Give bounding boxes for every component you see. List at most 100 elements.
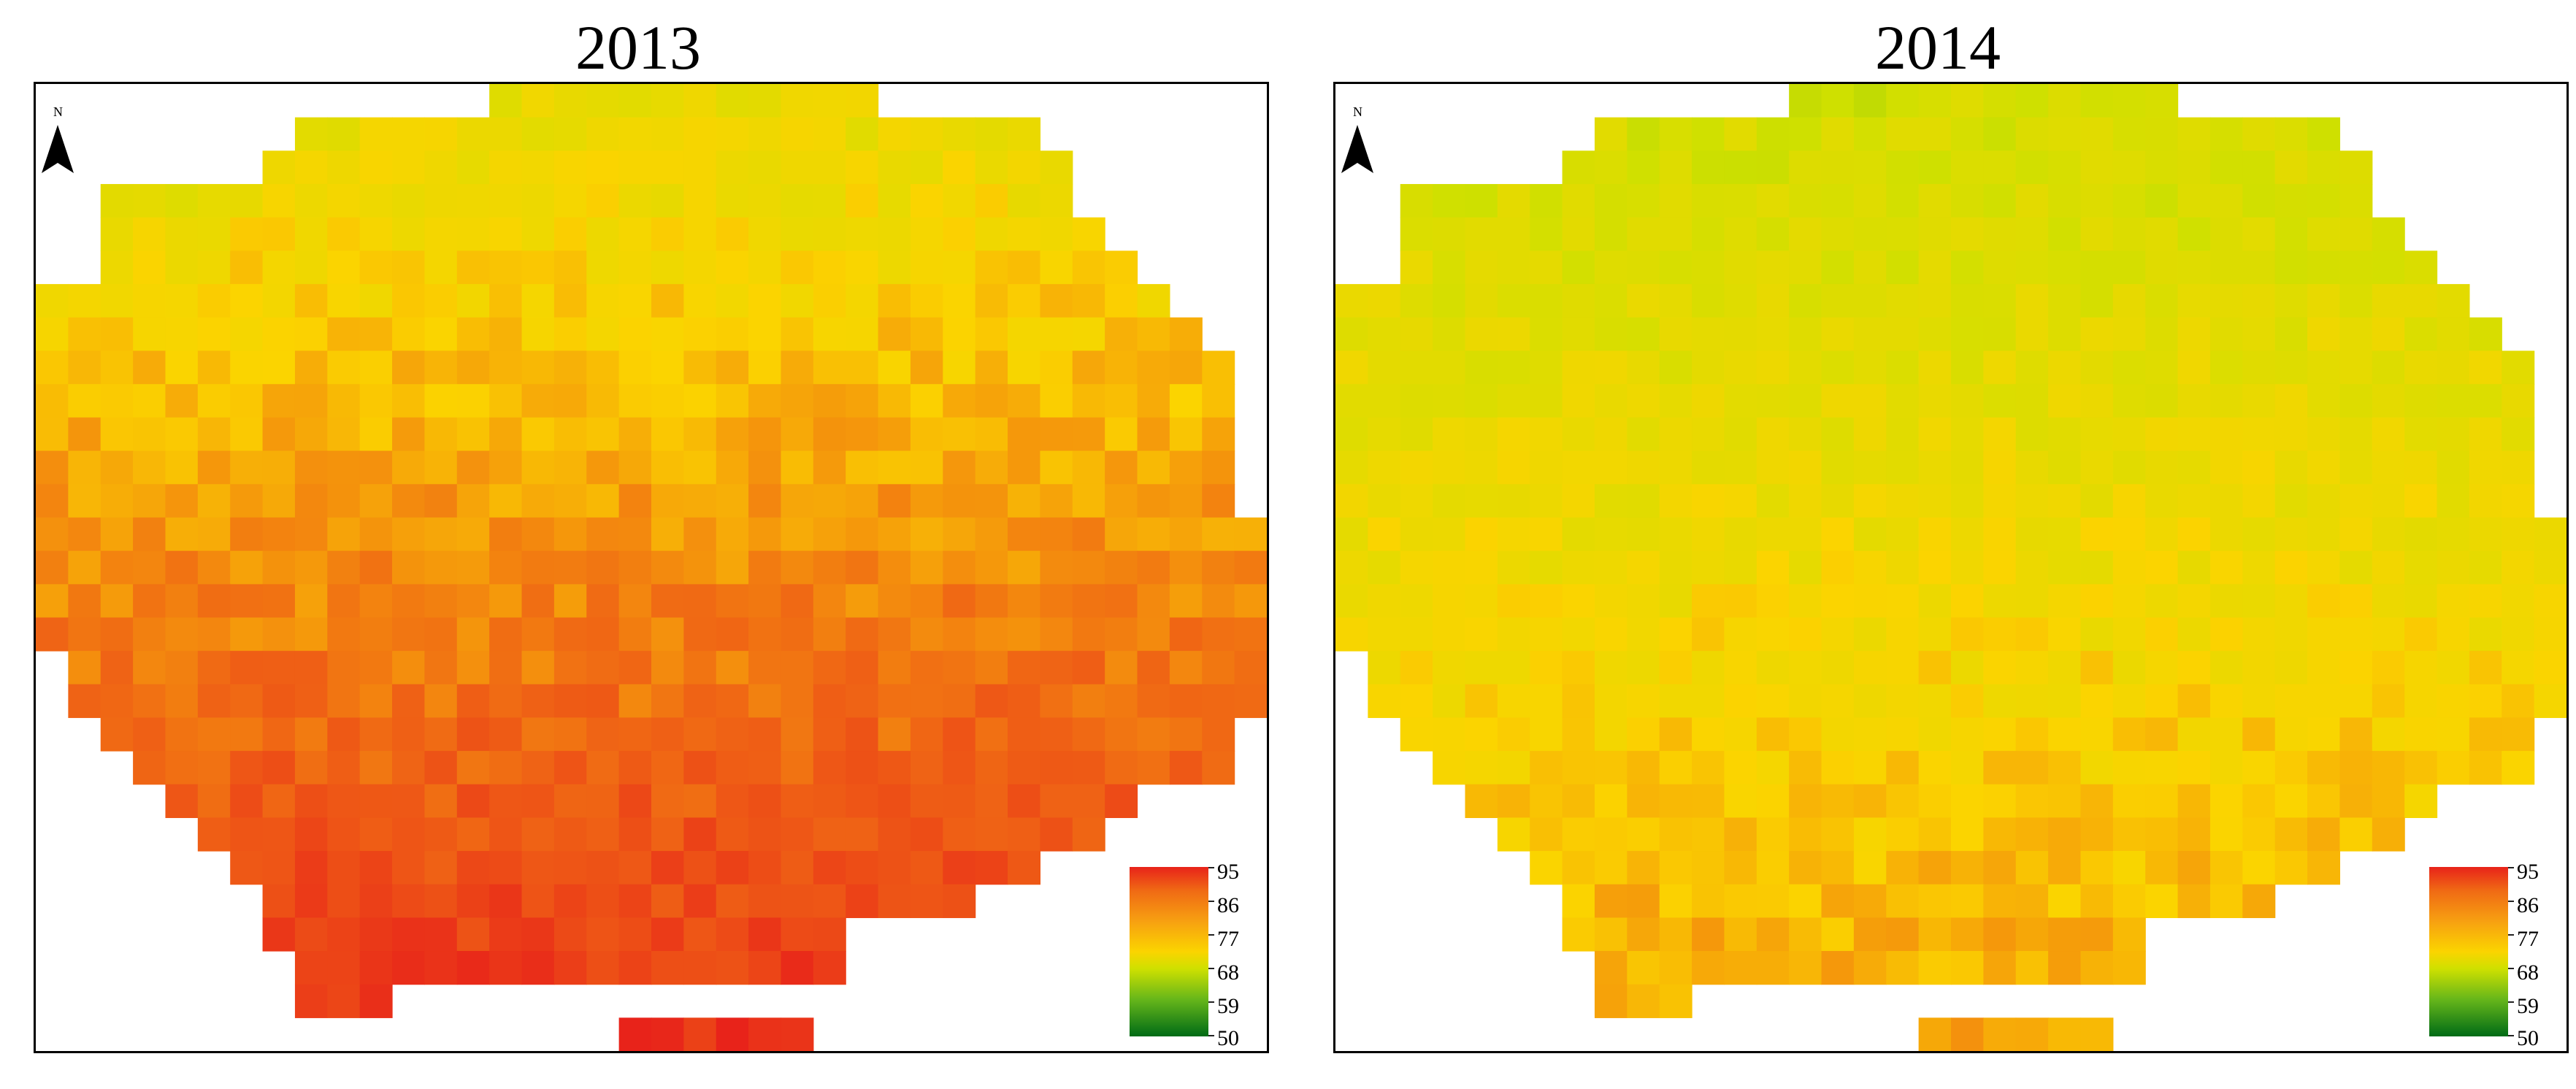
raster-cell <box>2534 551 2567 585</box>
raster-cell <box>1008 851 1041 885</box>
raster-cell <box>975 817 1008 852</box>
raster-cell <box>2209 451 2243 485</box>
raster-cell <box>2145 283 2179 318</box>
raster-cell <box>1072 684 1105 719</box>
raster-cell <box>197 584 231 619</box>
raster-cell <box>1008 751 1041 785</box>
raster-cell <box>618 717 652 752</box>
raster-cell <box>2080 484 2114 519</box>
raster-cell <box>943 851 976 885</box>
raster-cell <box>748 551 782 585</box>
raster-cell <box>2339 417 2373 451</box>
raster-cell <box>262 217 296 251</box>
raster-cell <box>1169 451 1203 485</box>
raster-cell <box>1853 217 1887 251</box>
raster-cell <box>1821 183 1855 218</box>
raster-cell <box>1692 917 1725 952</box>
raster-cell <box>2177 884 2211 918</box>
raster-cell <box>2404 751 2438 785</box>
raster-cell <box>1137 651 1170 685</box>
raster-cell <box>2534 651 2567 685</box>
raster-cell <box>1433 251 1466 285</box>
raster-cell <box>683 417 717 451</box>
raster-cell <box>2274 484 2308 519</box>
raster-cell <box>1040 251 1073 285</box>
raster-cell <box>2469 584 2502 619</box>
raster-cell <box>1040 317 1073 351</box>
raster-cell <box>1918 351 1952 385</box>
raster-cell <box>813 717 846 752</box>
raster-cell <box>618 784 652 819</box>
raster-cell <box>1040 517 1073 551</box>
raster-cell <box>1562 383 1595 419</box>
legend-label-max: 95 <box>1217 860 1239 884</box>
raster-cell <box>2112 283 2146 318</box>
raster-cell <box>392 150 426 185</box>
raster-cell <box>230 517 264 551</box>
raster-cell <box>748 484 782 519</box>
raster-cell <box>327 217 361 251</box>
raster-cell <box>327 417 361 451</box>
legend-label: 86 <box>1217 893 1239 917</box>
raster-cell <box>262 451 296 485</box>
raster-cell <box>2177 684 2211 719</box>
raster-cell <box>1983 784 2017 819</box>
raster-cell <box>456 717 490 752</box>
raster-cell <box>197 617 231 652</box>
raster-cell <box>2080 551 2114 585</box>
raster-cell <box>1756 117 1790 151</box>
raster-cell <box>1040 751 1073 785</box>
raster-cell <box>1724 684 1757 719</box>
raster-cell <box>553 851 587 885</box>
raster-cell <box>1433 617 1466 652</box>
raster-cell <box>781 784 814 819</box>
raster-cell <box>2242 251 2276 285</box>
raster-cell <box>2145 351 2179 385</box>
raster-cell <box>1659 484 1693 519</box>
raster-cell <box>165 684 199 719</box>
raster-cell <box>1853 817 1887 852</box>
raster-cell <box>1627 484 1660 519</box>
raster-cell <box>1040 451 1073 485</box>
raster-cell <box>1335 584 1368 619</box>
raster-cell <box>1594 484 1628 519</box>
raster-cell <box>2437 751 2470 785</box>
raster-cell <box>651 484 684 519</box>
raster-cell <box>456 917 490 952</box>
raster-cell <box>716 951 749 985</box>
raster-cell <box>1659 417 1693 451</box>
raster-cell <box>262 917 296 952</box>
raster-cell <box>521 551 555 585</box>
raster-cell <box>1497 717 1530 752</box>
raster-cell <box>716 183 749 218</box>
raster-cell <box>294 183 328 218</box>
raster-cell <box>1433 183 1466 218</box>
raster-cell <box>2242 117 2276 151</box>
raster-cell <box>1821 517 1855 551</box>
raster-cell <box>813 484 846 519</box>
raster-cell <box>651 217 684 251</box>
raster-cell <box>1627 217 1660 251</box>
raster-cell <box>748 117 782 151</box>
raster-cell <box>748 684 782 719</box>
raster-cell <box>1530 251 1563 285</box>
raster-cell <box>2404 717 2438 752</box>
raster-cell <box>2437 417 2470 451</box>
raster-cell <box>1886 751 1920 785</box>
raster-cell <box>910 484 943 519</box>
raster-cell <box>1821 751 1855 785</box>
raster-cell <box>910 751 943 785</box>
raster-cell <box>1724 317 1757 351</box>
raster-cell <box>1105 283 1138 318</box>
raster-cell <box>197 383 231 419</box>
raster-cell <box>975 684 1008 719</box>
raster-cell <box>2274 451 2308 485</box>
raster-cell <box>2307 684 2341 719</box>
raster-cell <box>1789 784 1822 819</box>
raster-cell <box>716 251 749 285</box>
raster-cell <box>553 617 587 652</box>
raster-cell <box>327 851 361 885</box>
raster-cell <box>197 684 231 719</box>
raster-cell <box>2177 784 2211 819</box>
raster-cell <box>197 217 231 251</box>
